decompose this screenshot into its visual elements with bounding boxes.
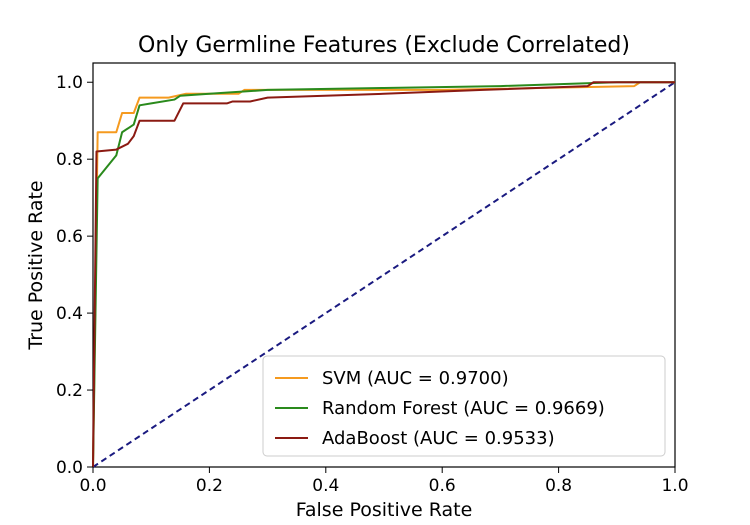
y-axis-ticks: 0.0 0.2 0.4 0.6 0.8 1.0 <box>56 73 93 478</box>
y-tick-label: 1.0 <box>56 73 83 93</box>
y-axis-label: True Positive Rate <box>25 180 47 350</box>
y-tick-label: 0.8 <box>56 150 83 170</box>
y-tick-label: 0.2 <box>56 381 83 401</box>
x-tick-label: 0.2 <box>196 476 223 496</box>
series-layer <box>92 81 675 468</box>
x-tick-label: 0.0 <box>79 476 106 496</box>
chance-diagonal-line <box>92 81 676 468</box>
legend-box <box>262 355 666 457</box>
y-tick-label: 0.6 <box>56 227 83 247</box>
x-axis-ticks: 0.0 0.2 0.4 0.6 0.8 1.0 <box>79 467 689 496</box>
legend-items: SVM (AUC = 0.9700) Random Forest (AUC = 0… <box>275 368 605 449</box>
legend-label-2: Random Forest (AUC = 0.9669) <box>322 398 605 419</box>
diagonal-layer <box>92 81 676 468</box>
y-tick-label: 0.0 <box>56 458 83 478</box>
chart-title: Only Germline Features (Exclude Correlat… <box>138 33 630 58</box>
x-tick-label: 0.4 <box>312 476 339 496</box>
legend: SVM (AUC = 0.9700) Random Forest (AUC = 0… <box>262 355 666 457</box>
x-tick-label: 0.6 <box>429 476 456 496</box>
y-tick-label: 0.4 <box>56 304 83 324</box>
legend-label-3: AdaBoost (AUC = 0.9533) <box>322 428 555 449</box>
x-axis-label: False Positive Rate <box>296 499 473 521</box>
x-tick-label: 1.0 <box>661 476 688 496</box>
series-line-1 <box>92 81 675 468</box>
legend-label-1: SVM (AUC = 0.9700) <box>322 368 509 389</box>
series-line-3 <box>92 81 675 468</box>
x-tick-label: 0.8 <box>545 476 572 496</box>
